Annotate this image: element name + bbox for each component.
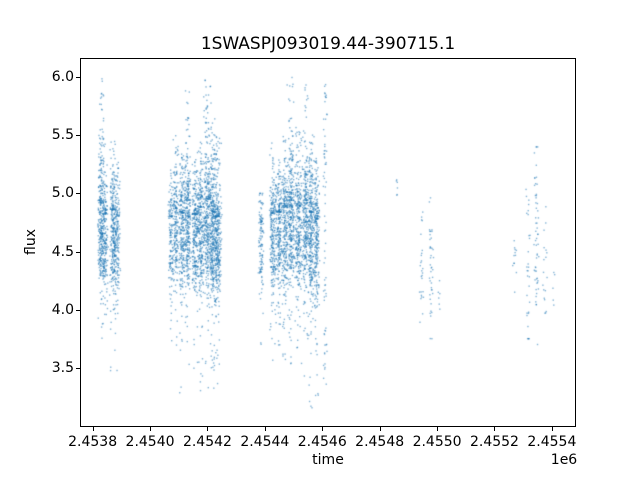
- y-tick-mark: [76, 193, 80, 195]
- x-tick-label: 2.4544: [240, 434, 290, 450]
- y-tick-mark: [76, 77, 80, 79]
- y-tick-label: 3.5: [51, 359, 74, 376]
- x-tick-label: 2.4546: [297, 434, 347, 450]
- x-tick-label: 2.4548: [355, 434, 405, 450]
- x-offset-label: 1e6: [550, 452, 578, 468]
- x-tick-label: 2.4554: [527, 434, 577, 450]
- x-tick-label: 2.4538: [68, 434, 118, 450]
- y-tick-label: 5.5: [51, 127, 74, 144]
- y-tick-mark: [76, 251, 80, 253]
- x-tick-label: 2.4552: [469, 434, 519, 450]
- x-tick-label: 2.4550: [412, 434, 462, 450]
- x-tick-mark: [150, 427, 152, 431]
- x-tick-mark: [207, 427, 209, 431]
- x-tick-label: 2.4542: [182, 434, 232, 450]
- scatter-canvas: [80, 58, 576, 427]
- y-tick-mark: [76, 135, 80, 137]
- x-tick-mark: [494, 427, 496, 431]
- x-tick-mark: [437, 427, 439, 431]
- x-tick-mark: [92, 427, 94, 431]
- y-tick-label: 4.5: [51, 243, 74, 260]
- y-tick-mark: [76, 367, 80, 369]
- y-tick-label: 5.0: [51, 185, 74, 202]
- chart-title: 1SWASPJ093019.44-390715.1: [200, 34, 456, 54]
- y-tick-label: 6.0: [51, 69, 74, 86]
- x-tick-mark: [264, 427, 266, 431]
- y-tick-mark: [76, 309, 80, 311]
- x-axis-label: time: [312, 452, 344, 468]
- x-tick-mark: [322, 427, 324, 431]
- x-tick-mark: [379, 427, 381, 431]
- x-tick-label: 2.4540: [125, 434, 175, 450]
- x-tick-mark: [551, 427, 553, 431]
- y-tick-label: 4.0: [51, 301, 74, 318]
